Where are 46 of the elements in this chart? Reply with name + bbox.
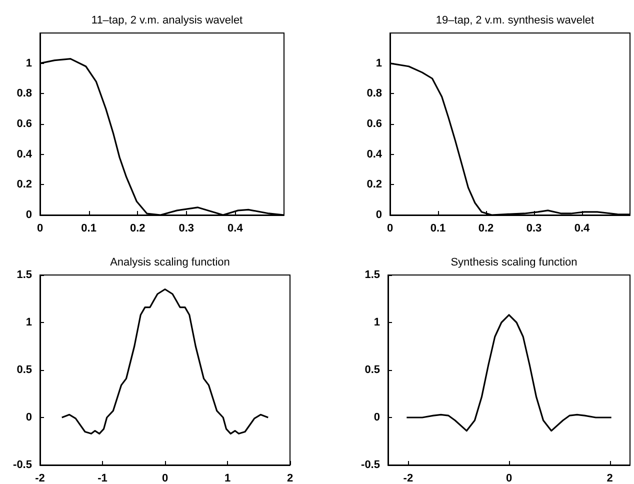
y-tick-label: 0.8 [16, 88, 32, 100]
x-tick-label: 0 [506, 472, 512, 484]
x-tick-label: 0.2 [130, 222, 146, 234]
x-tick-label: 2 [286, 472, 294, 484]
x-tick-label: 0 [162, 472, 168, 484]
x-tick-label: -2 [403, 472, 414, 484]
y-tick-label: 0.5 [364, 364, 380, 376]
line-series [406, 314, 612, 432]
chart-title: Analysis scaling function [110, 256, 230, 268]
y-tick-label: 1 [376, 57, 382, 70]
x-tick-label: 0.1 [430, 222, 446, 234]
y-tick-label: 1 [26, 316, 32, 328]
line-series [61, 288, 269, 434]
x-tick-label: 0.4 [574, 222, 591, 234]
x-tick-label: 2 [606, 472, 613, 484]
x-tick-label: 0.3 [526, 222, 542, 234]
x-tick-label: 0 [386, 222, 394, 234]
x-tick-label: 0.1 [81, 222, 96, 234]
x-tick-label: -2 [35, 472, 45, 484]
y-tick-label: 0.4 [16, 148, 33, 160]
y-tick-label: 0 [26, 412, 32, 424]
y-tick-label: 0.6 [366, 118, 382, 130]
y-tick-label: 0 [374, 412, 380, 424]
y-tick-label: 0 [376, 209, 382, 221]
chart-title: 11–tap, 2 v.m. analysis wavelet [91, 14, 243, 26]
x-tick-label: 0.2 [478, 222, 494, 234]
y-tick-label: 1 [374, 316, 380, 328]
x-tick-label: 0.3 [178, 222, 194, 234]
y-tick-label: -0.5 [13, 459, 32, 471]
x-tick-label: 0 [36, 222, 44, 234]
y-tick-label: 0.2 [366, 178, 382, 191]
y-tick-label: 0.4 [366, 148, 383, 160]
y-tick-label: 1.5 [16, 269, 32, 281]
y-tick-label: 0.6 [16, 118, 32, 130]
y-tick-label: 0.2 [16, 178, 32, 191]
y-tick-label: -0.5 [361, 459, 380, 471]
chart-title: Synthesis scaling function [450, 256, 578, 268]
y-tick-label: 1 [26, 57, 32, 70]
chart-title: 19–tap, 2 v.m. synthesis wavelet [436, 14, 594, 26]
x-tick-label: -1 [98, 472, 108, 484]
x-tick-label: 0.4 [228, 222, 244, 234]
x-tick-label: 1 [224, 472, 231, 484]
y-tick-label: 1.5 [364, 269, 380, 281]
y-tick-label: 0.5 [16, 364, 32, 376]
y-tick-label: 0.8 [366, 88, 382, 100]
y-tick-label: 0 [26, 209, 32, 221]
